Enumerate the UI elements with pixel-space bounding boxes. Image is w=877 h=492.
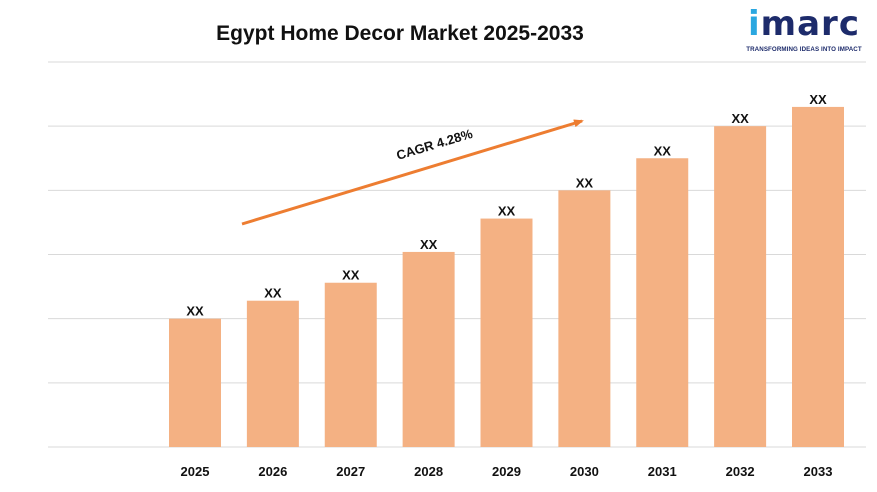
data-label-2028: XX [420,237,438,252]
data-label-2025: XX [186,304,204,319]
x-tick-2032: 2032 [726,464,755,479]
bar-2027 [324,282,377,447]
data-labels: XX XX XX XX XX XX XX XX XX [186,92,827,319]
logo-letter: r [821,4,839,44]
data-label-2026: XX [264,286,282,301]
data-label-2029: XX [498,204,516,219]
data-label-2032: XX [731,111,749,126]
chart-title: Egypt Home Decor Market 2025-2033 [216,22,584,45]
imarc-logo: imarc TRANSFORMING IDEAS INTO IMPACT [742,4,866,60]
bar-2031 [636,158,689,447]
logo-tagline: TRANSFORMING IDEAS INTO IMPACT [746,46,862,53]
x-tick-2027: 2027 [336,464,365,479]
logo-letter: a [797,4,822,44]
bar-2029 [480,218,533,447]
cagr-arrow [241,119,584,226]
bar-2025 [169,318,221,447]
data-label-2030: XX [576,175,594,190]
bar-2028 [402,251,455,447]
logo-letter: c [838,4,860,44]
x-tick-2033: 2033 [804,464,833,479]
logo-word: imarc [742,4,866,44]
data-label-2033: XX [809,92,827,107]
bar-2033 [792,106,844,448]
cagr-annotation: CAGR 4.28% [241,119,584,226]
logo-letter: i [748,4,761,44]
x-tick-2029: 2029 [492,464,521,479]
logo-letter: m [760,4,798,44]
x-axis-ticks: 2025 2026 2027 2028 2029 2030 2031 2032 2033 [181,464,833,479]
data-label-2031: XX [654,143,672,158]
x-tick-2025: 2025 [181,464,210,479]
bar-2032 [714,126,767,448]
bar-2026 [246,300,299,447]
x-tick-2030: 2030 [570,464,599,479]
x-tick-2026: 2026 [258,464,287,479]
x-tick-2028: 2028 [414,464,443,479]
data-label-2027: XX [342,268,360,283]
x-tick-2031: 2031 [648,464,677,479]
bars [169,106,844,448]
bar-2030 [558,190,611,448]
